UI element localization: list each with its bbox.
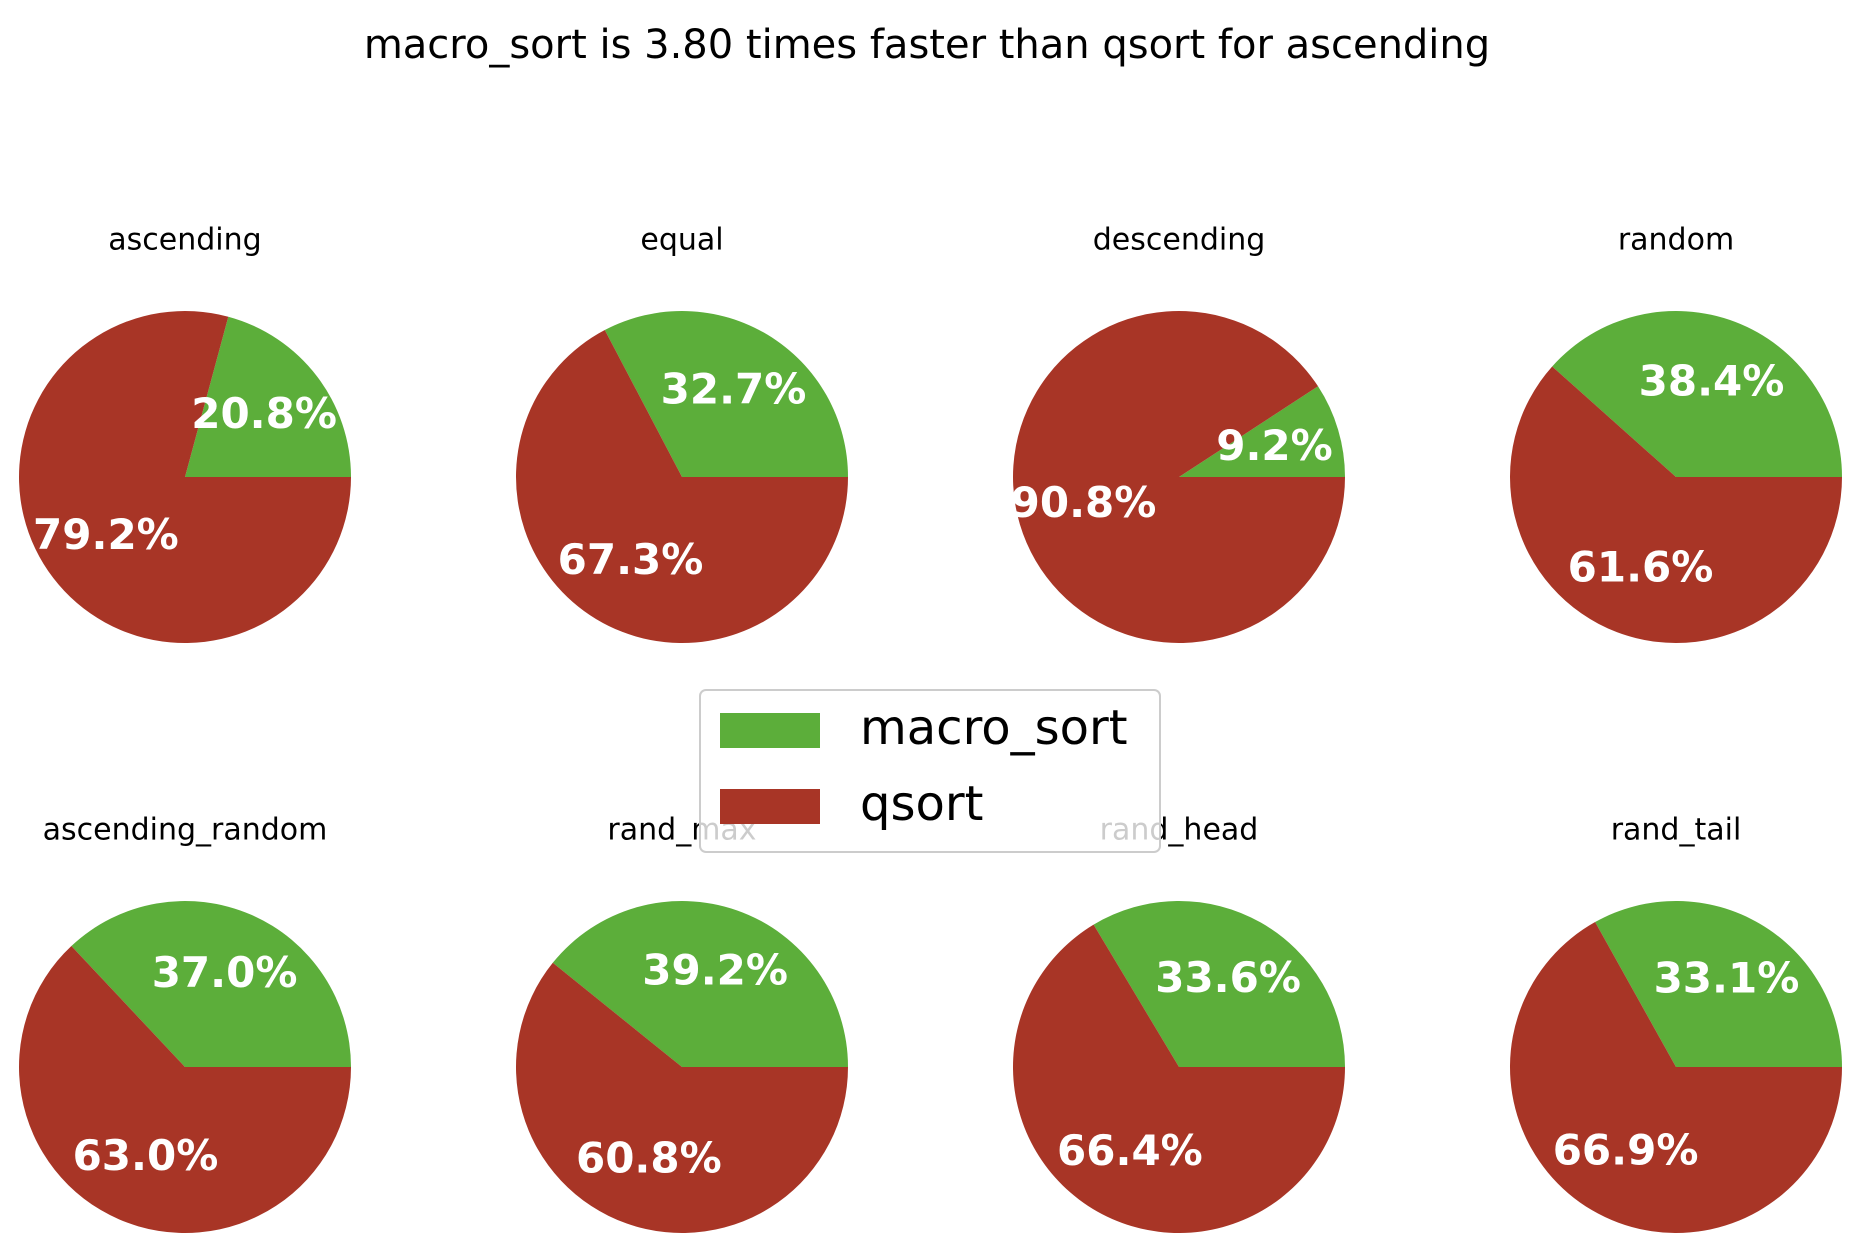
pie-slice-macro-sort [1552,310,1842,477]
slice-label-qsort: 61.6% [1568,543,1714,592]
pie-rand-tail: rand_tail 33.1% 66.9% [1510,813,1842,1234]
pie-slice-macro-sort [1179,386,1345,477]
pie-slice-qsort [18,945,351,1234]
slice-label-macro-sort: 33.1% [1654,954,1800,1003]
pie-slice-macro-sort [1093,900,1345,1067]
legend-label-qsort: qsort [860,776,983,832]
pie-title: ascending [108,223,261,258]
pie-slice-macro-sort [71,901,352,1067]
slice-label-macro-sort: 9.2% [1216,421,1332,470]
pie-slice-macro-sort [185,316,351,477]
pie-descending: descending 9.2% 90.8% [1011,223,1345,644]
slice-label-qsort: 79.2% [33,510,179,559]
pie-ascending-random: ascending_random 37.0% 63.0% [18,813,352,1234]
legend-swatch-qsort [720,789,820,824]
pie-slice-qsort [1510,922,1842,1234]
slice-label-macro-sort: 33.6% [1155,953,1301,1002]
slice-label-qsort: 67.3% [558,535,704,584]
pie-random: random 38.4% 61.6% [1509,223,1842,643]
chart-title: macro_sort is 3.80 times faster than qso… [364,22,1490,68]
pie-slice-macro-sort [604,310,849,477]
slice-label-macro-sort: 32.7% [661,364,807,413]
slice-label-qsort: 63.0% [73,1131,219,1180]
pie-ascending: ascending 20.8% 79.2% [19,223,351,644]
slice-label-qsort: 90.8% [1011,478,1157,527]
pie-slice-macro-sort [552,901,848,1067]
pie-title: ascending_random [43,813,328,848]
pie-title: rand_tail [1611,813,1742,848]
slice-label-qsort: 60.8% [576,1133,722,1182]
pie-slice-qsort [1012,311,1345,644]
pie-slice-qsort [1509,366,1842,643]
pie-slice-qsort [1013,924,1345,1233]
slice-label-macro-sort: 39.2% [642,946,788,995]
slice-label-qsort: 66.9% [1553,1125,1699,1174]
pie-grid: ascending 20.8% 79.2% equal 32.7% 67.3% descen… [18,223,1842,1234]
slice-label-macro-sort: 38.4% [1639,356,1785,405]
pie-slice-qsort [516,330,848,643]
pie-slice-qsort [19,311,351,644]
slice-label-qsort: 66.4% [1057,1126,1203,1175]
pie-title: equal [640,223,723,258]
slice-label-macro-sort: 37.0% [152,948,298,997]
legend-label-macro-sort: macro_sort [860,700,1128,756]
slice-label-macro-sort: 20.8% [191,389,337,438]
pie-title: descending [1093,223,1266,258]
pie-slice-qsort [516,962,848,1234]
legend-swatch-macro-sort [720,713,820,748]
pie-equal: equal 32.7% 67.3% [516,223,849,643]
pie-slice-macro-sort [1595,901,1842,1067]
pie-title: random [1618,223,1734,258]
legend: macro_sort qsort [699,689,1161,853]
